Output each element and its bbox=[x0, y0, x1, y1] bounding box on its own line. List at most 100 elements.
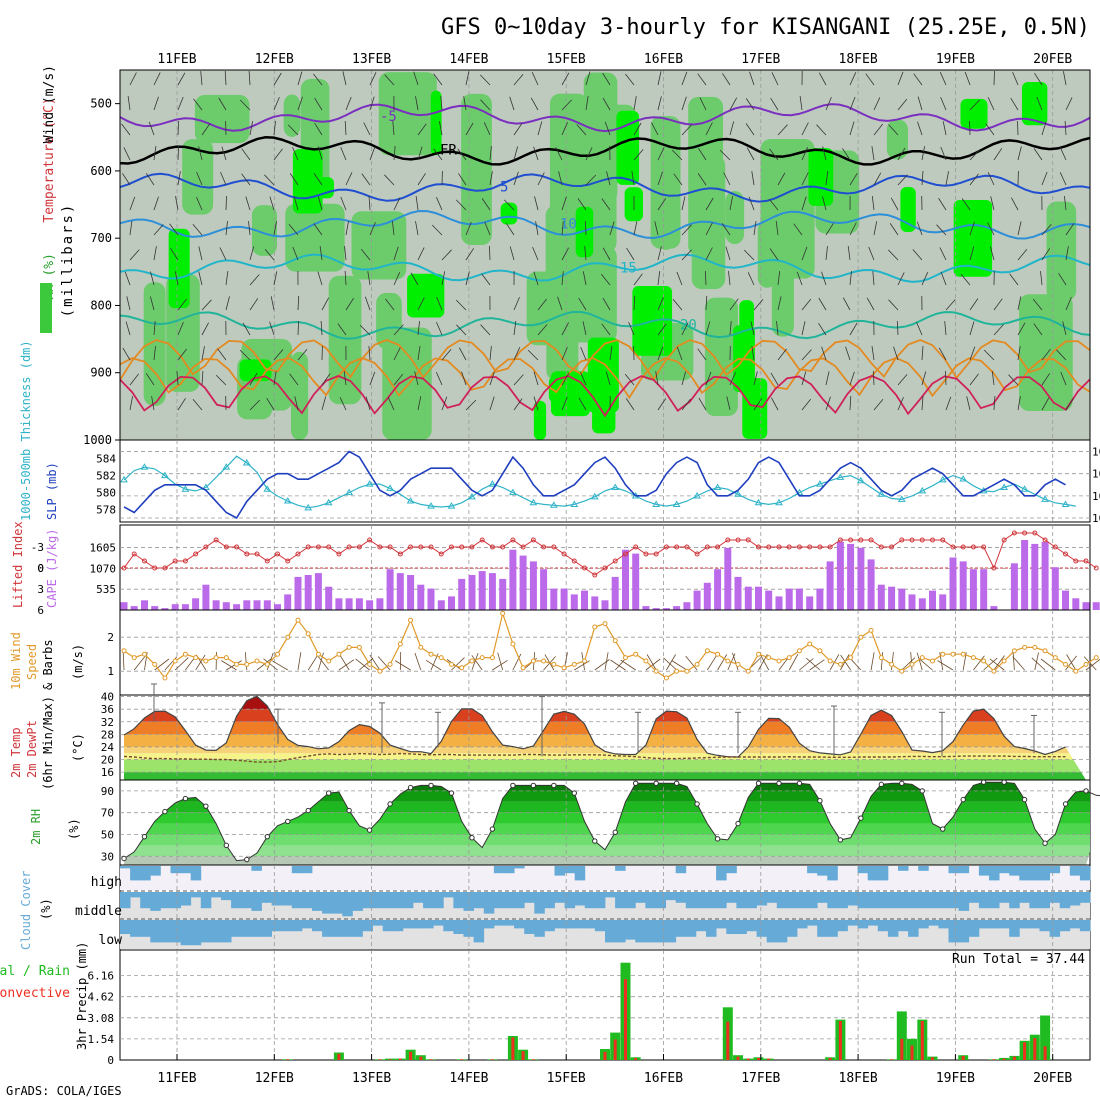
wind-barb bbox=[369, 221, 376, 236]
precip-conv-bar bbox=[1043, 1046, 1047, 1060]
cloud-level-high: high bbox=[91, 875, 122, 890]
precip-conv-bar bbox=[1033, 1038, 1037, 1060]
wind-speed-marker bbox=[878, 655, 884, 661]
wind-barb bbox=[193, 98, 203, 111]
wind-speed-marker bbox=[356, 644, 362, 650]
isotherm-label: 15 bbox=[620, 260, 637, 276]
surface-wind-barb bbox=[993, 655, 1005, 671]
wind-barb bbox=[729, 372, 736, 386]
wind-speed-marker bbox=[991, 668, 997, 674]
wind-barb bbox=[292, 246, 299, 261]
cape-bar bbox=[642, 606, 650, 610]
wind-barb bbox=[480, 74, 491, 86]
rh-saturated-band bbox=[533, 400, 547, 440]
surface-wind-barb bbox=[1040, 658, 1056, 671]
cloud-high-bar bbox=[1009, 866, 1020, 876]
wind-speed-marker bbox=[234, 661, 240, 667]
cape-bar bbox=[540, 569, 548, 610]
li-marker bbox=[1032, 530, 1038, 536]
li-marker bbox=[275, 551, 281, 557]
cape-bar bbox=[468, 575, 476, 610]
li-marker bbox=[960, 544, 966, 550]
cloud-middle-bar bbox=[706, 892, 717, 909]
wind-barb bbox=[440, 95, 443, 111]
precip-conv-bar bbox=[531, 1059, 535, 1060]
thickness-marker bbox=[652, 500, 661, 507]
cape-bar bbox=[836, 541, 844, 610]
wind-speed-marker bbox=[285, 634, 291, 640]
cloud-middle-bar bbox=[817, 892, 828, 903]
cloud-low-bar bbox=[968, 920, 980, 937]
li-marker bbox=[234, 544, 240, 550]
rh-saturated-band bbox=[960, 98, 988, 129]
cape-bar bbox=[202, 584, 210, 610]
rh-marker bbox=[305, 807, 311, 814]
wind-barb bbox=[681, 71, 688, 86]
wind-barb bbox=[153, 146, 157, 161]
wind-barb bbox=[849, 96, 856, 111]
cloud-level-low: low bbox=[99, 933, 123, 948]
surface-wind-barb bbox=[891, 652, 894, 671]
wind-barb bbox=[1063, 71, 1067, 86]
top-date-label: 14FEB bbox=[449, 52, 488, 67]
wind-speed-marker bbox=[510, 641, 516, 647]
wind-barb bbox=[697, 73, 707, 86]
li-marker bbox=[264, 558, 270, 564]
cloud-middle-bar bbox=[615, 892, 626, 909]
li-marker bbox=[305, 544, 311, 550]
rh-saturated-band bbox=[407, 273, 445, 318]
wind-label: Wind (m/s) bbox=[42, 65, 57, 143]
wind-speed-marker bbox=[582, 658, 588, 664]
cloud-middle-bar bbox=[312, 892, 323, 911]
rh-moist-band bbox=[285, 203, 345, 272]
rh-marker bbox=[162, 808, 168, 815]
wind-barb bbox=[393, 145, 396, 161]
wind-barb bbox=[938, 197, 947, 211]
li-marker bbox=[428, 544, 434, 550]
wind-barb bbox=[897, 71, 904, 86]
cape-bar bbox=[744, 586, 752, 610]
wind-barb bbox=[921, 146, 925, 161]
wind-speed-marker bbox=[203, 658, 209, 664]
wind-barb bbox=[317, 196, 323, 211]
wind-barb bbox=[242, 322, 251, 336]
wind-speed-marker bbox=[387, 661, 393, 667]
wind-barb bbox=[801, 122, 809, 136]
li-marker bbox=[387, 544, 393, 550]
wind-barb bbox=[940, 271, 947, 286]
wind-speed-marker bbox=[295, 617, 301, 623]
surface-wind-barb bbox=[1085, 658, 1100, 671]
surface-wind-barb bbox=[799, 658, 814, 671]
wind-barb bbox=[753, 221, 757, 236]
cloud-low-bar bbox=[241, 920, 252, 937]
wind-barb bbox=[655, 371, 659, 386]
wind-barb bbox=[801, 349, 812, 361]
wind-speed-marker bbox=[1032, 644, 1038, 650]
cape-bar bbox=[990, 606, 998, 610]
wind-barb bbox=[465, 399, 477, 411]
wind-speed-marker bbox=[1022, 644, 1028, 650]
surface-wind-barb bbox=[809, 659, 825, 671]
wind-speed-marker bbox=[141, 651, 147, 657]
cape-bar bbox=[734, 576, 742, 610]
cloud-low-bar bbox=[675, 920, 687, 937]
wind-barb bbox=[345, 172, 353, 186]
cloud-high-bar bbox=[1029, 866, 1040, 881]
cloud-low-bar bbox=[190, 920, 202, 946]
cape-bar bbox=[632, 553, 640, 610]
wind-barb bbox=[1040, 271, 1043, 286]
top-date-label: 16FEB bbox=[644, 52, 683, 67]
wind-speed-marker bbox=[561, 665, 567, 671]
wind-barb bbox=[456, 199, 467, 211]
temp-band bbox=[124, 753, 1086, 760]
wind-barb bbox=[415, 221, 419, 236]
wind-barb bbox=[628, 321, 635, 336]
precip-conv-bar bbox=[398, 1058, 402, 1060]
cape-bar bbox=[1051, 567, 1059, 610]
bottom-date-labels: 11FEB 12FEB 13FEB 14FEB 15FEB 16FEB 17FEB 18FEB… bbox=[157, 1054, 1072, 1086]
temp-tick-label: 28 bbox=[101, 728, 114, 741]
cloud-low-bar bbox=[786, 920, 798, 937]
bottom-date-label: 19FEB bbox=[936, 1071, 975, 1086]
temperature-label: Temperature (°C) bbox=[42, 97, 57, 222]
wind-speed-marker bbox=[929, 658, 935, 664]
